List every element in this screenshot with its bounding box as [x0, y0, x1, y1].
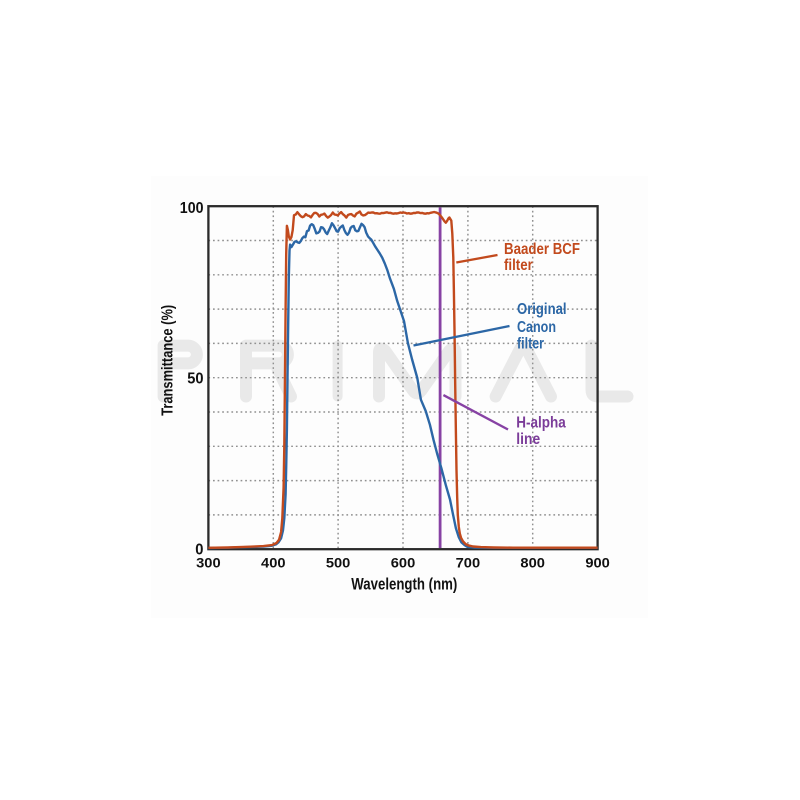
svg-text:line: line: [516, 431, 540, 448]
svg-text:Transmittance (%): Transmittance (%): [160, 305, 177, 416]
svg-text:0: 0: [195, 541, 203, 558]
svg-text:Original: Original: [517, 301, 567, 318]
svg-text:filter: filter: [517, 336, 544, 353]
svg-text:800: 800: [520, 556, 545, 572]
svg-text:50: 50: [187, 370, 203, 387]
svg-text:900: 900: [585, 556, 610, 572]
svg-text:Wavelength (nm): Wavelength (nm): [351, 574, 457, 593]
svg-text:Baader BCF: Baader BCF: [504, 241, 580, 258]
svg-text:Canon: Canon: [517, 319, 556, 336]
svg-text:400: 400: [261, 556, 286, 572]
svg-text:H-alpha: H-alpha: [516, 415, 566, 432]
svg-text:500: 500: [326, 556, 351, 572]
svg-text:filter: filter: [504, 257, 533, 274]
svg-text:100: 100: [180, 200, 204, 217]
svg-text:300: 300: [196, 556, 221, 572]
svg-text:600: 600: [391, 556, 416, 572]
svg-text:700: 700: [456, 556, 481, 572]
